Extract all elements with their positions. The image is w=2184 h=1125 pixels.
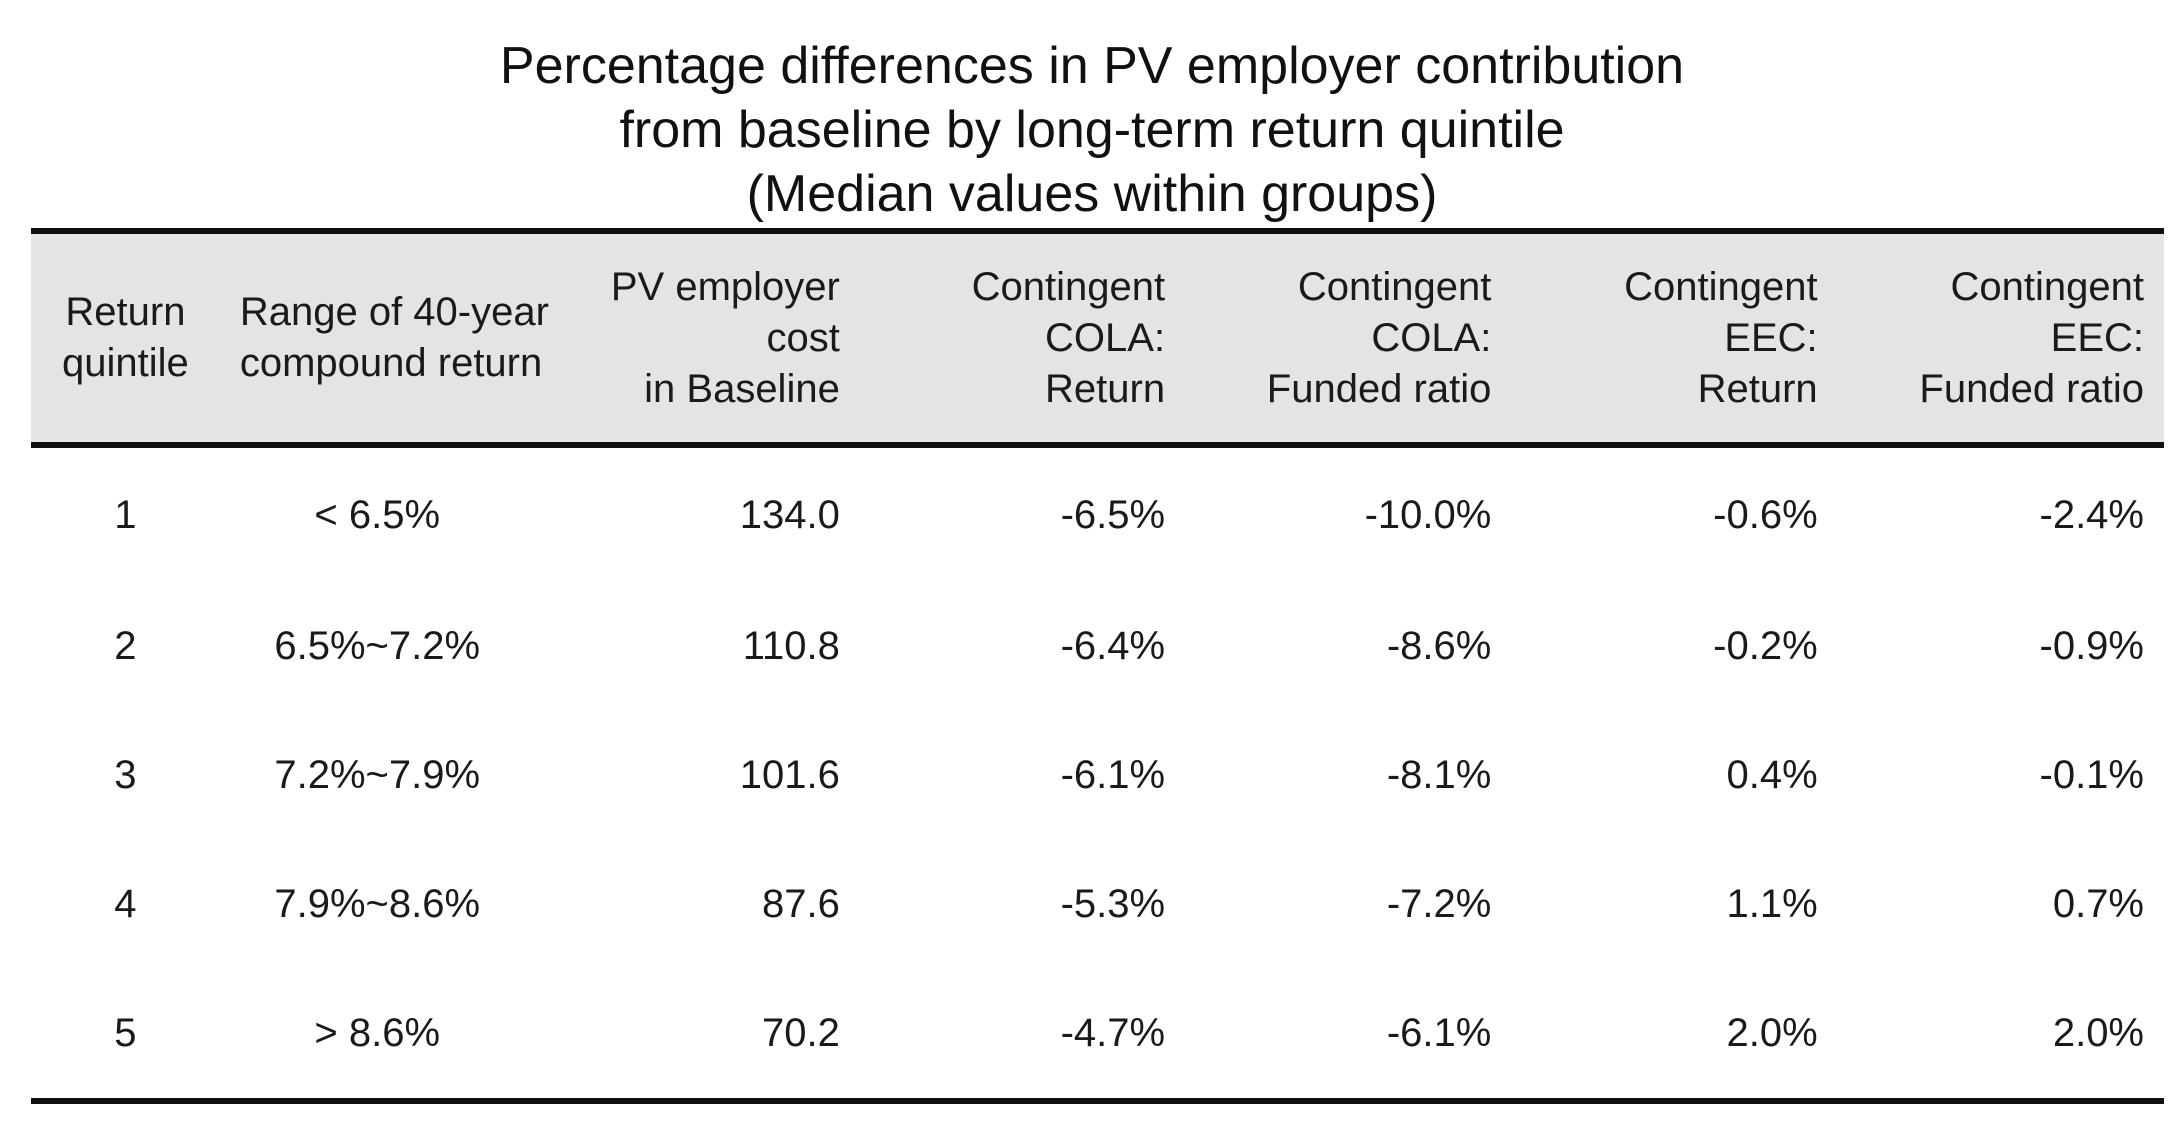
data-table: Return quintile Range of 40-year compound r… — [31, 228, 2164, 1104]
cell-eec_return: -0.6% — [1713, 492, 1818, 537]
header-row: Return quintile Range of 40-year compound r… — [31, 231, 2164, 445]
cell-eec_funded: -0.1% — [2039, 753, 2145, 797]
cell-pv_cost: 70.2 — [761, 1011, 840, 1055]
column-header-line: Funded ratio — [1919, 366, 2144, 411]
cell-eec_return: 2.0% — [1726, 1011, 1818, 1055]
column-header-line: Range of 40-year — [239, 290, 549, 334]
cell-eec_funded: -2.4% — [2039, 492, 2145, 537]
table-row: 1 < 6.5% 134.0 -6.5% -10.0% -0.6% -2.4% — [31, 445, 2164, 582]
column-header-eec_funded: Contingent EEC: Funded ratio — [1838, 231, 2164, 445]
table-header: Return quintile Range of 40-year compound r… — [31, 231, 2164, 445]
cell-quintile: 5 — [114, 1011, 137, 1055]
cell-cola_funded: -7.2% — [1386, 882, 1492, 926]
cell-quintile: 3 — [114, 753, 137, 797]
cell-cola_funded: -6.1% — [1386, 1011, 1492, 1055]
cell-range: 7.2%~7.9% — [274, 753, 481, 797]
column-header-line: COLA: — [1045, 315, 1166, 360]
cell-cola_return: -4.7% — [1060, 1011, 1166, 1055]
cell-pv_cost: 134.0 — [739, 492, 840, 537]
cell-cola_return: -6.1% — [1060, 753, 1166, 797]
cell-cola_funded: -8.6% — [1386, 624, 1492, 668]
cell-eec_return: -0.2% — [1713, 624, 1818, 668]
cell-cola_funded: -10.0% — [1364, 492, 1492, 537]
cell-quintile: 2 — [114, 624, 137, 668]
cell-pv_cost: 101.6 — [739, 753, 840, 797]
column-header-line: Return — [1697, 366, 1818, 411]
chart-title-line-2: from baseline by long-term return quinti… — [619, 101, 1565, 159]
table-row: 3 7.2%~7.9% 101.6 -6.1% -8.1% 0.4% -0.1% — [31, 711, 2164, 840]
cell-pv_cost: 87.6 — [761, 882, 840, 926]
column-header-eec_return: Contingent EEC: Return — [1511, 231, 1837, 445]
cell-pv_cost: 110.8 — [742, 624, 840, 668]
chart-title-line-1: Percentage differences in PV employer co… — [499, 37, 1685, 95]
cell-range: < 6.5% — [314, 492, 441, 537]
cell-eec_funded: -0.9% — [2039, 624, 2145, 668]
cell-range: > 8.6% — [314, 1011, 441, 1055]
cell-cola_return: -5.3% — [1060, 882, 1166, 926]
cell-eec_return: 1.1% — [1726, 882, 1818, 926]
column-header-line: Contingent — [1297, 264, 1492, 309]
column-header-line: Contingent — [1950, 264, 2144, 309]
column-header-line: Return — [1045, 366, 1166, 411]
column-header-line: cost — [766, 315, 840, 360]
chart-title-line-3: (Median values within groups) — [746, 165, 1438, 223]
cell-eec_return: 0.4% — [1726, 753, 1818, 797]
column-header-line: EEC: — [1724, 315, 1818, 360]
chart-title: Percentage differences in PV employer co… — [0, 34, 2184, 226]
column-header-pv_cost: PV employer cost in Baseline — [535, 231, 860, 445]
cell-quintile: 4 — [114, 882, 137, 926]
cell-range: 6.5%~7.2% — [274, 624, 481, 668]
column-header-line: COLA: — [1371, 315, 1492, 360]
table-row: 5 > 8.6% 70.2 -4.7% -6.1% 2.0% 2.0% — [31, 969, 2164, 1101]
cell-cola_funded: -8.1% — [1386, 753, 1492, 797]
cell-range: 7.9%~8.6% — [274, 882, 481, 926]
cell-eec_funded: 2.0% — [2052, 1011, 2144, 1055]
cell-quintile: 1 — [114, 492, 137, 537]
column-header-line: quintile — [62, 341, 189, 385]
cell-cola_return: -6.4% — [1060, 624, 1166, 668]
column-header-line: PV employer — [610, 264, 840, 309]
column-header-cola_return: Contingent COLA: Return — [860, 231, 1185, 445]
column-header-line: Return — [65, 290, 186, 334]
column-header-line: Contingent — [1624, 264, 1818, 309]
column-header-range: Range of 40-year compound return — [220, 231, 549, 445]
column-header-line: Funded ratio — [1266, 366, 1492, 411]
column-header-quintile: Return quintile — [31, 231, 220, 445]
column-header-line: EEC: — [2050, 315, 2144, 360]
cell-eec_funded: 0.7% — [2052, 882, 2144, 926]
cell-cola_return: -6.5% — [1060, 492, 1166, 537]
data-table-container: Return quintile Range of 40-year compound r… — [31, 228, 2164, 1104]
table-row: 2 6.5%~7.2% 110.8 -6.4% -8.6% -0.2% -0.9% — [31, 582, 2164, 711]
table-body: 1 < 6.5% 134.0 -6.5% -10.0% -0.6% -2.4% 2 6.5%~7… — [31, 445, 2164, 1101]
column-header-cola_funded: Contingent COLA: Funded ratio — [1185, 231, 1511, 445]
table-row: 4 7.9%~8.6% 87.6 -5.3% -7.2% 1.1% 0.7% — [31, 840, 2164, 969]
column-header-line: in Baseline — [644, 366, 840, 411]
column-header-line: compound return — [239, 341, 543, 385]
column-header-line: Contingent — [971, 264, 1166, 309]
